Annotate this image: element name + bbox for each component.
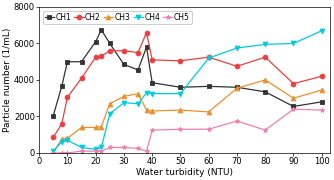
Line: CH1: CH1 (51, 27, 324, 118)
Line: CH2: CH2 (51, 30, 324, 140)
CH2 (122, 50, 126, 52)
CH4 (65, 139, 69, 141)
CH4 (145, 92, 149, 94)
CH5 (108, 146, 112, 148)
CH1 (235, 86, 239, 88)
CH5 (79, 150, 84, 152)
CH1 (136, 69, 140, 71)
Line: CH4: CH4 (51, 28, 324, 154)
CH3 (65, 137, 69, 140)
CH5 (207, 128, 211, 130)
CH1 (65, 61, 69, 63)
X-axis label: Water turbidity (NTU): Water turbidity (NTU) (136, 168, 233, 177)
CH2 (150, 59, 154, 61)
CH3 (60, 138, 64, 140)
CH3 (178, 109, 182, 111)
CH3 (320, 89, 324, 91)
CH5 (320, 109, 324, 111)
CH3 (292, 97, 296, 99)
CH4 (60, 141, 64, 143)
CH1 (94, 40, 98, 43)
CH4 (292, 42, 296, 45)
CH4 (136, 103, 140, 105)
CH5 (178, 128, 182, 130)
CH4 (94, 148, 98, 150)
CH5 (235, 120, 239, 122)
Legend: CH1, CH2, CH3, CH4, CH5: CH1, CH2, CH3, CH4, CH5 (43, 11, 192, 24)
CH2 (320, 75, 324, 77)
Y-axis label: Particle number (1/mL): Particle number (1/mL) (3, 28, 12, 132)
CH3 (122, 95, 126, 98)
CH3 (145, 109, 149, 111)
CH1 (79, 61, 84, 63)
CH5 (292, 108, 296, 110)
CH5 (60, 152, 64, 154)
CH5 (136, 147, 140, 149)
CH4 (79, 146, 84, 148)
CH4 (235, 47, 239, 49)
CH5 (263, 129, 267, 131)
CH3 (263, 79, 267, 81)
Line: CH5: CH5 (51, 107, 324, 155)
CH1 (60, 85, 64, 87)
CH1 (150, 82, 154, 84)
CH1 (145, 46, 149, 48)
CH4 (207, 57, 211, 59)
CH1 (263, 91, 267, 93)
CH4 (108, 113, 112, 115)
CH2 (51, 136, 55, 139)
CH3 (207, 111, 211, 113)
CH4 (150, 93, 154, 95)
CH3 (108, 103, 112, 105)
CH3 (51, 151, 55, 153)
CH3 (136, 93, 140, 95)
CH4 (178, 93, 182, 95)
CH5 (150, 129, 154, 131)
CH3 (235, 87, 239, 89)
CH1 (292, 105, 296, 107)
CH3 (99, 125, 103, 128)
CH2 (60, 123, 64, 125)
CH2 (263, 56, 267, 58)
CH3 (94, 126, 98, 129)
CH5 (99, 150, 103, 152)
CH1 (207, 85, 211, 87)
CH2 (178, 60, 182, 62)
CH5 (51, 152, 55, 154)
Line: CH3: CH3 (51, 78, 324, 154)
CH1 (108, 42, 112, 45)
CH4 (263, 43, 267, 46)
CH4 (320, 30, 324, 32)
CH5 (65, 152, 69, 154)
CH2 (79, 77, 84, 79)
CH5 (94, 150, 98, 152)
CH4 (51, 150, 55, 152)
CH5 (122, 146, 126, 148)
CH2 (235, 65, 239, 67)
CH4 (99, 146, 103, 148)
CH2 (65, 96, 69, 98)
CH2 (94, 56, 98, 58)
CH3 (79, 126, 84, 129)
CH2 (99, 55, 103, 57)
CH4 (122, 102, 126, 104)
CH1 (122, 63, 126, 66)
CH2 (136, 51, 140, 54)
CH2 (207, 56, 211, 58)
CH1 (99, 29, 103, 31)
CH1 (51, 114, 55, 117)
CH2 (292, 83, 296, 85)
CH1 (178, 86, 182, 88)
CH2 (108, 50, 112, 52)
CH2 (145, 31, 149, 34)
CH3 (150, 110, 154, 112)
CH5 (145, 150, 149, 152)
CH1 (320, 101, 324, 103)
